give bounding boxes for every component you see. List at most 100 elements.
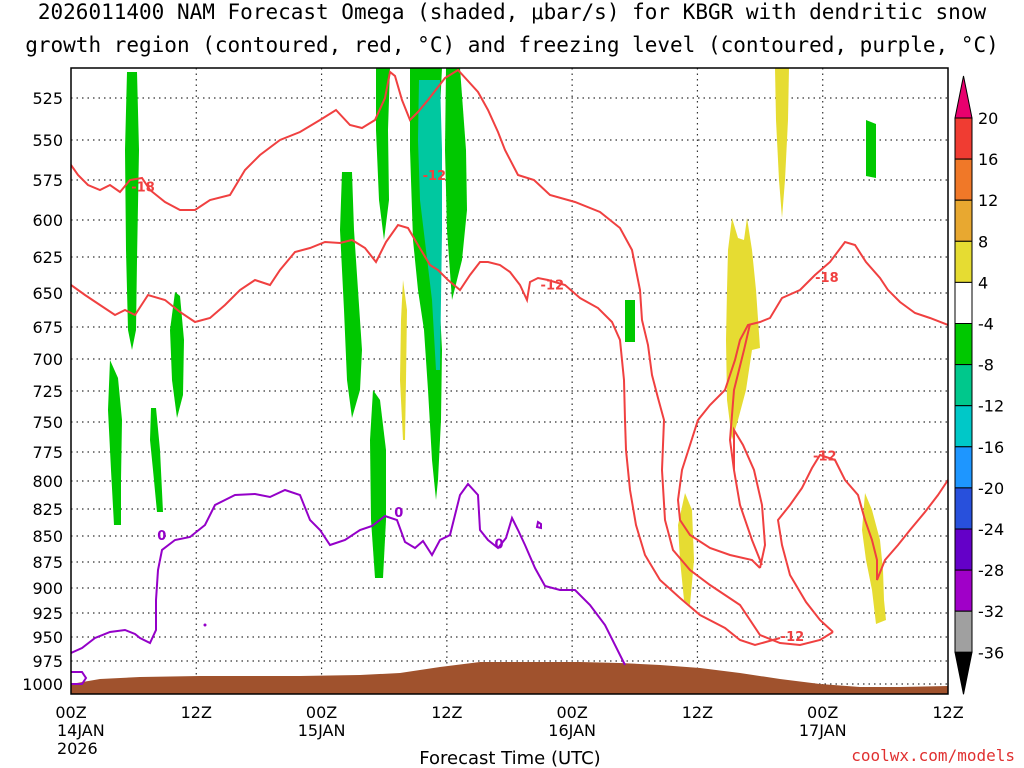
colorbar-label: -20 — [978, 479, 1004, 498]
dgz-contour-lower — [71, 223, 781, 647]
freezing-level-line — [535, 520, 542, 530]
contour-label: 0 — [495, 537, 504, 552]
dgz-contour-right — [728, 323, 751, 471]
colorbar-label: -24 — [978, 520, 1004, 539]
colorbar-label: -36 — [978, 643, 1004, 662]
omega-ascent-area — [125, 72, 139, 350]
contour-label: -12 — [541, 278, 565, 293]
x-tick-label: 12Z — [932, 703, 963, 722]
omega-descent-area — [775, 68, 789, 218]
y-tick-label: 750 — [32, 413, 63, 432]
omega-ascent-area — [625, 300, 635, 342]
dgz-contour-right — [733, 426, 767, 569]
y-tick-label: 900 — [32, 579, 63, 598]
colorbar-top-triangle — [954, 75, 973, 119]
y-tick-label: 725 — [32, 382, 63, 401]
contour-labels: -18 -12 -12 -18 -12 -12 0 0 0 — [131, 169, 838, 645]
omega-ascent-area — [418, 80, 442, 370]
x-tick-label: 00Z — [807, 703, 838, 722]
colorbar-bin — [954, 199, 973, 242]
y-tick-label: 775 — [32, 443, 63, 462]
credit-text[interactable]: coolwx.com/models — [851, 746, 1015, 765]
omega-ascent-area — [376, 68, 390, 240]
y-tick-label: 950 — [32, 628, 63, 647]
y-tick-label: 625 — [32, 248, 63, 267]
y-tick-label: 550 — [32, 131, 63, 150]
y-tick-label: 875 — [32, 553, 63, 572]
freezing-level-line — [71, 671, 88, 685]
colorbar-bin — [954, 364, 973, 407]
freezing-level-contour — [71, 482, 626, 685]
colorbar-label: 20 — [978, 109, 998, 128]
colorbar-label: -28 — [978, 561, 1004, 580]
x-tick-label: 15JAN — [298, 721, 346, 740]
dgz-contours — [71, 68, 948, 647]
contour-label: -18 — [131, 180, 155, 195]
colorbar-bin — [954, 569, 973, 612]
colorbar-label: -8 — [978, 356, 994, 375]
plot-gridlines — [71, 68, 948, 694]
omega-ascent-area — [340, 172, 362, 418]
contour-label: -12 — [813, 449, 837, 464]
colorbar-bin — [954, 446, 973, 489]
x-axis-label: Forecast Time (UTC) — [419, 748, 600, 768]
colorbar-bin — [954, 158, 973, 201]
colorbar-label: -4 — [978, 315, 994, 334]
x-tick-label: 16JAN — [548, 721, 596, 740]
omega-descent-area — [678, 493, 694, 605]
omega-ascent-area — [170, 292, 184, 418]
dgz-contour-upper — [71, 68, 834, 647]
colorbar-bin — [954, 528, 973, 571]
chart-title-line-1: 2026011400 NAM Forecast Omega (shaded, μ… — [37, 0, 987, 24]
colorbar-label: 16 — [978, 150, 998, 169]
colorbar-label: 12 — [978, 191, 998, 210]
x-tick-label: 17JAN — [799, 721, 847, 740]
colorbar-label: 4 — [978, 273, 988, 292]
y-tick-label: 575 — [32, 171, 63, 190]
dgz-contour-right — [676, 240, 948, 569]
colorbar-label: -16 — [978, 438, 1004, 457]
plot-frame — [70, 67, 949, 695]
contour-label: -12 — [423, 169, 447, 184]
omega-ascent-area — [866, 120, 876, 178]
omega-descent-area — [400, 280, 407, 440]
x-tick-label: 12Z — [431, 703, 462, 722]
colorbar-bottom-triangle — [954, 651, 973, 695]
x-tick-label: 12Z — [181, 703, 212, 722]
dgz-contour-right — [776, 453, 948, 633]
freezing-level-line — [71, 482, 626, 666]
colorbar-bin — [954, 281, 973, 324]
omega-ascent-area — [108, 360, 122, 525]
x-tick-label: 14JAN — [57, 721, 105, 740]
x-tick-label: 2026 — [57, 739, 98, 758]
colorbar-bin — [954, 487, 973, 530]
colorbar-label: -12 — [978, 397, 1004, 416]
x-tick-label: 00Z — [306, 703, 337, 722]
freezing-level-dot — [203, 623, 207, 627]
colorbar-label: -32 — [978, 602, 1004, 621]
omega-colorbar: 20 16 12 8 4 -4 -8 -12 -16 -20 -24 -28 -32 -36 — [954, 75, 1004, 695]
omega-shading — [108, 68, 886, 624]
omega-ascent-area — [150, 408, 163, 512]
omega-descent-area — [862, 493, 886, 624]
y-tick-label: 675 — [32, 318, 63, 337]
y-tick-label: 650 — [32, 284, 63, 303]
omega-ascent-area — [370, 390, 386, 578]
y-tick-label: 800 — [32, 472, 63, 491]
x-tick-label: 12Z — [682, 703, 713, 722]
y-tick-label: 600 — [32, 211, 63, 230]
omega-ascent-area — [445, 68, 467, 300]
y-tick-label: 700 — [32, 350, 63, 369]
y-tick-label: 825 — [32, 500, 63, 519]
colorbar-bin — [954, 323, 973, 366]
omega-descent-area — [726, 218, 760, 440]
contour-label: -18 — [815, 271, 839, 286]
colorbar-label: 8 — [978, 232, 988, 251]
colorbar-bin — [954, 240, 973, 283]
y-tick-label: 525 — [32, 89, 63, 108]
y-tick-label: 925 — [32, 604, 63, 623]
colorbar-bin — [954, 610, 973, 653]
chart-title-line-2: growth region (contoured, red, °C) and f… — [25, 33, 999, 57]
